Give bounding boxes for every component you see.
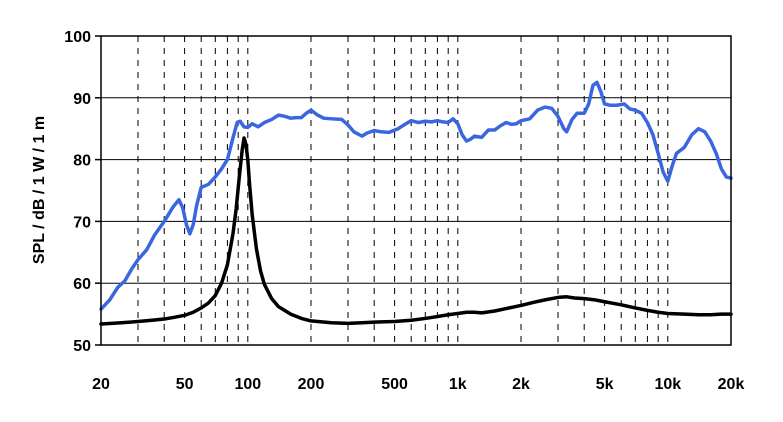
y-tick-label: 60: [73, 276, 91, 293]
series-line-2: [99, 136, 733, 326]
tick-labels: 50 60 70 80 90 100 20 50 100 200 500 1k 2k 5k 10k 20k: [64, 29, 744, 393]
y-tick-label: 80: [73, 153, 91, 170]
x-tick-label: 200: [298, 376, 325, 393]
x-tick-label: 2k: [512, 376, 530, 393]
series-layer: [99, 80, 733, 326]
grid: [101, 36, 731, 345]
x-tick-label: 1k: [449, 376, 467, 393]
x-tick-label: 50: [176, 376, 194, 393]
series-line-1: [99, 80, 733, 311]
axes: [95, 35, 732, 346]
y-tick-label: 100: [64, 29, 91, 46]
y-tick-label: 90: [73, 91, 91, 108]
y-axis-title: SPL / dB / 1 W / 1 m: [31, 116, 48, 264]
x-tick-label: 20k: [718, 376, 745, 393]
y-tick-label: 50: [73, 338, 91, 355]
x-tick-label: 5k: [596, 376, 614, 393]
x-tick-label: 500: [381, 376, 408, 393]
plot-frame: [100, 35, 732, 346]
x-tick-label: 10k: [654, 376, 681, 393]
y-tick-label: 70: [73, 214, 91, 231]
x-tick-label: 20: [92, 376, 110, 393]
x-tick-label: 100: [234, 376, 261, 393]
